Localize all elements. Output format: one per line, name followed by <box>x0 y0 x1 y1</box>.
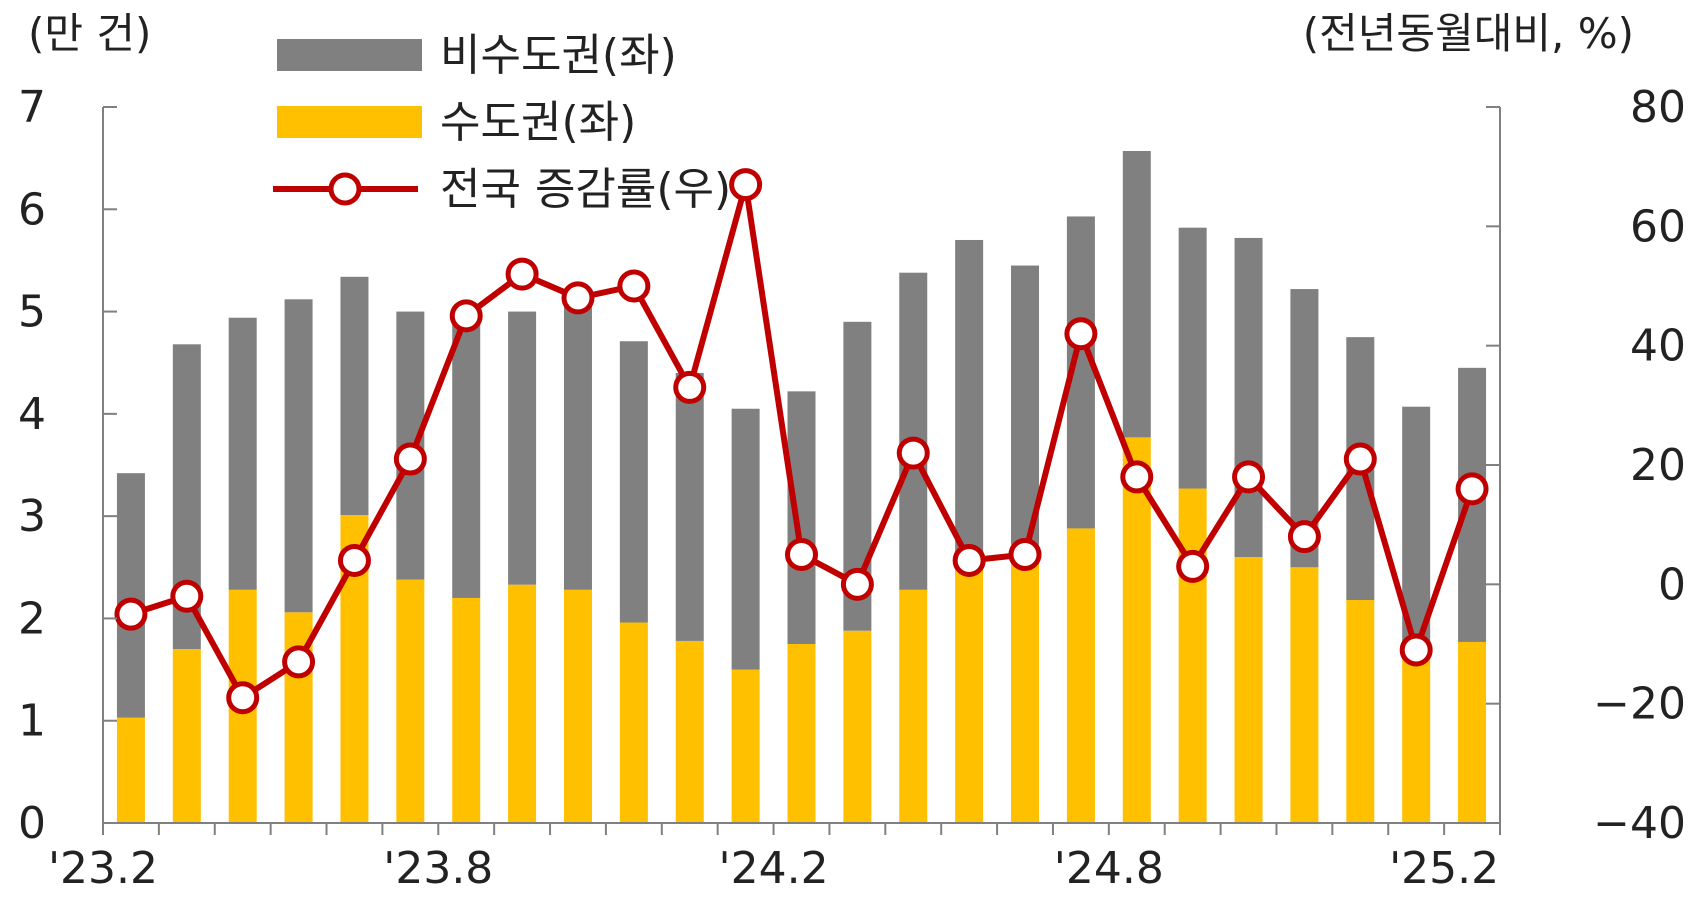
bars-layer <box>116 150 1487 823</box>
bar-capital-20 <box>1234 557 1263 823</box>
right-tick-label-4: 40 <box>1630 321 1686 372</box>
bar-capital-9 <box>619 622 648 823</box>
bar-capital-21 <box>1290 567 1319 823</box>
rate-point-13 <box>840 567 874 601</box>
bar-capital-0 <box>116 717 145 823</box>
rate-point-8 <box>561 281 595 315</box>
right-tick-label-1: −20 <box>1593 679 1686 730</box>
rate-point-19 <box>1176 549 1210 583</box>
bar-regional-9 <box>619 341 648 623</box>
bar-capital-15 <box>955 555 984 823</box>
rate-point-9 <box>617 269 651 303</box>
legend-label-0: 비수도권(좌) <box>440 30 677 81</box>
bar-capital-18 <box>1122 437 1151 823</box>
ticks-layer: 0 1 2 3 4 5 6 7 −40 −20 0 20 40 60 80 '23.2 '23.8 '24.2 '2… <box>18 82 1686 894</box>
rate-point-10 <box>673 370 707 404</box>
bar-regional-16 <box>1011 265 1040 545</box>
bar-capital-7 <box>508 584 537 823</box>
rate-point-16 <box>1008 538 1042 571</box>
bar-capital-17 <box>1066 528 1095 823</box>
bar-regional-19 <box>1178 227 1207 489</box>
x-tick-label-2: '24.2 <box>719 843 829 894</box>
x-tick-label-3: '24.8 <box>1054 843 1164 894</box>
rate-point-7 <box>505 257 539 291</box>
bar-regional-11 <box>731 408 760 670</box>
left-tick-label-5: 5 <box>18 287 46 338</box>
right-tick-label-0: −40 <box>1593 798 1686 849</box>
bar-capital-5 <box>396 579 425 823</box>
rate-point-21 <box>1287 520 1321 554</box>
left-tick-label-1: 1 <box>18 696 46 747</box>
right-tick-label-6: 80 <box>1630 82 1686 133</box>
right-axis-unit: (전년동월대비, %) <box>1303 9 1634 58</box>
legend-swatch-0 <box>277 39 422 71</box>
bar-regional-0 <box>116 473 145 718</box>
bar-capital-13 <box>843 630 872 823</box>
rate-point-14 <box>896 436 930 470</box>
bar-capital-12 <box>787 644 816 823</box>
left-tick-label-7: 7 <box>18 82 46 133</box>
bar-capital-8 <box>563 589 592 823</box>
rate-point-4 <box>337 543 371 577</box>
bar-regional-12 <box>787 391 816 644</box>
rate-point-17 <box>1064 317 1098 351</box>
rate-point-23 <box>1399 633 1433 667</box>
left-tick-label-2: 2 <box>18 593 46 644</box>
rate-point-15 <box>952 543 986 577</box>
x-tick-label-1: '23.8 <box>383 843 493 894</box>
rate-point-22 <box>1343 442 1377 476</box>
rate-point-18 <box>1120 460 1154 494</box>
bar-regional-8 <box>563 299 592 590</box>
bar-capital-19 <box>1178 488 1207 823</box>
rate-point-2 <box>226 681 260 715</box>
rate-point-12 <box>785 538 818 571</box>
rate-point-0 <box>114 597 148 631</box>
line-layer <box>114 168 1489 715</box>
bar-capital-16 <box>1011 544 1040 823</box>
bar-regional-3 <box>284 299 313 613</box>
bar-regional-7 <box>508 311 537 585</box>
rate-point-20 <box>1232 460 1266 494</box>
x-tick-label-4: '25.2 <box>1389 843 1499 894</box>
x-tick-label-0: '23.2 <box>48 843 158 894</box>
rate-point-11 <box>729 168 763 202</box>
bar-capital-1 <box>172 649 201 823</box>
bar-regional-14 <box>899 272 928 590</box>
left-tick-label-0: 0 <box>18 798 46 849</box>
bar-regional-10 <box>675 372 704 641</box>
rate-point-1 <box>170 579 204 613</box>
right-tick-label-2: 0 <box>1658 559 1686 610</box>
bar-regional-20 <box>1234 237 1263 558</box>
bar-regional-6 <box>452 311 481 598</box>
rate-point-5 <box>393 442 427 476</box>
bar-regional-18 <box>1122 150 1151 438</box>
right-tick-label-3: 20 <box>1630 440 1686 491</box>
bar-capital-24 <box>1458 641 1487 823</box>
bar-capital-11 <box>731 669 760 823</box>
right-tick-label-5: 60 <box>1630 201 1686 252</box>
legend-swatch-1 <box>277 106 422 138</box>
rate-point-24 <box>1455 472 1489 506</box>
rate-point-3 <box>282 645 316 679</box>
bar-capital-22 <box>1346 600 1375 823</box>
bar-capital-14 <box>899 589 928 823</box>
legend: 비수도권(좌) 수도권(좌) 전국 증감률(우) <box>273 30 731 215</box>
bar-regional-15 <box>955 239 984 556</box>
legend-label-1: 수도권(좌) <box>440 97 636 148</box>
bar-regional-2 <box>228 317 257 590</box>
bar-capital-23 <box>1402 657 1431 823</box>
left-tick-label-6: 6 <box>18 184 46 235</box>
bar-capital-10 <box>675 640 704 823</box>
left-tick-label-4: 4 <box>18 389 46 440</box>
left-axis-unit: (만 건) <box>28 9 151 58</box>
legend-swatch-marker-2 <box>328 172 362 206</box>
left-tick-label-3: 3 <box>18 491 46 542</box>
rate-point-6 <box>449 299 483 333</box>
bar-capital-6 <box>452 597 481 823</box>
bar-regional-4 <box>340 276 369 516</box>
legend-label-2: 전국 증감률(우) <box>440 164 731 215</box>
